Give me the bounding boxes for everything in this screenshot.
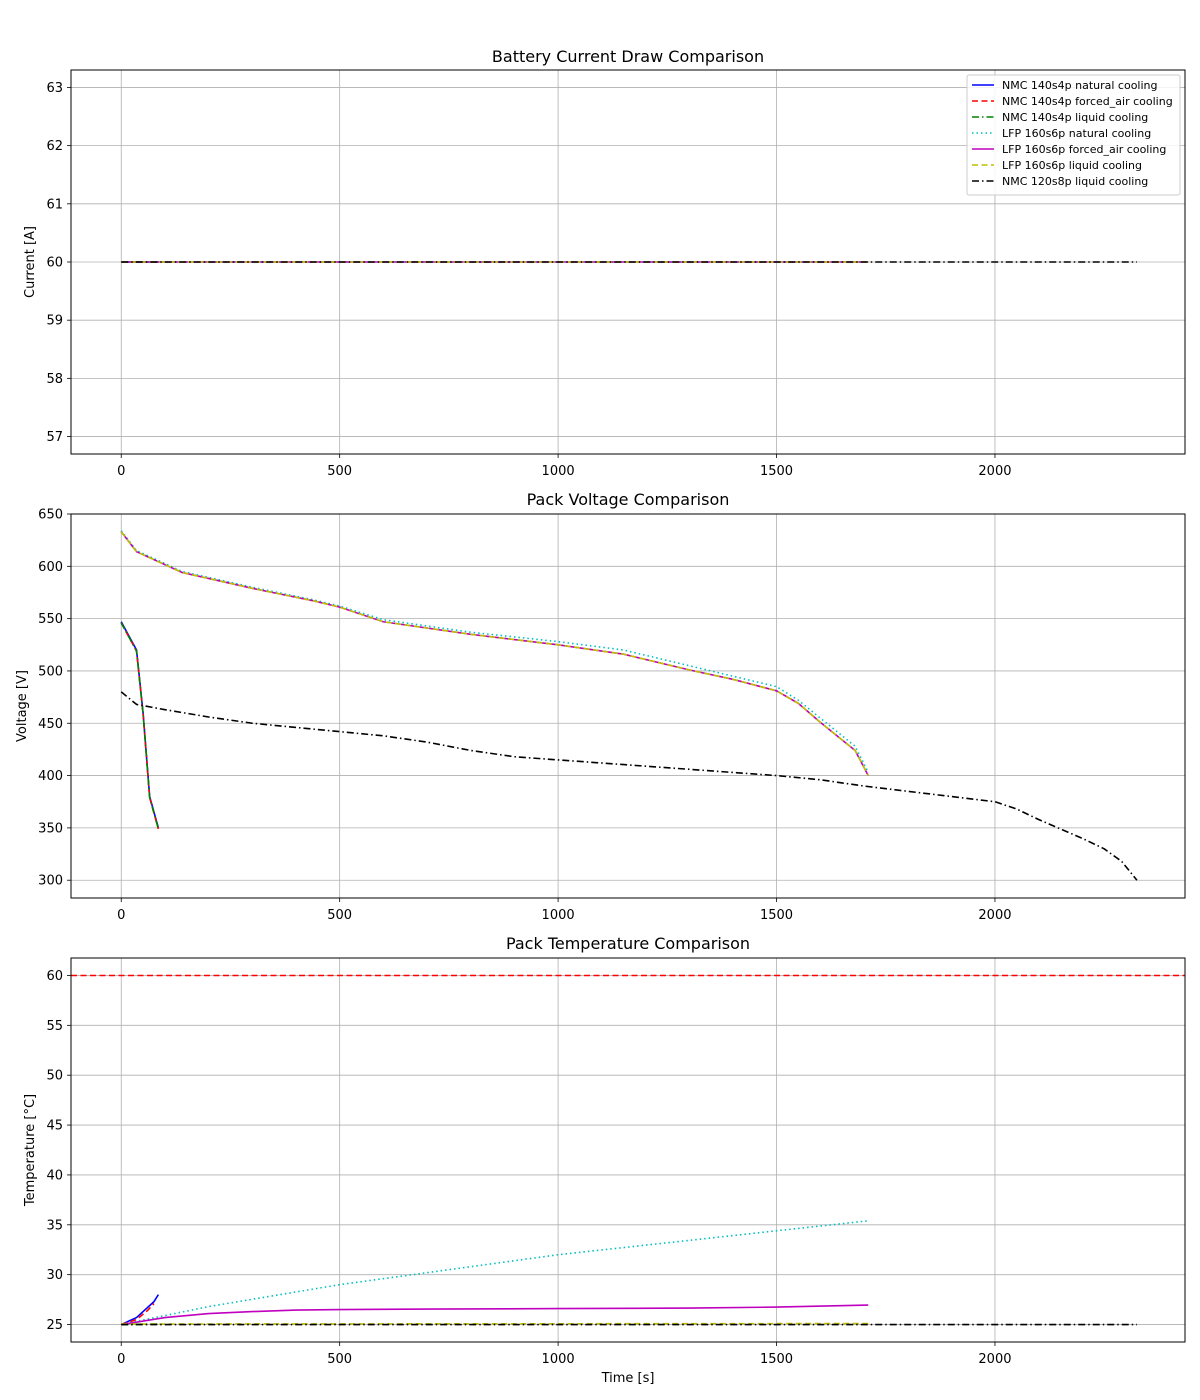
current-chart-y-ticks: 57 58 59 60 61 62 63 [46, 81, 71, 445]
y-tick-label: 55 [46, 1019, 63, 1034]
legend-box [966, 74, 1181, 196]
x-tick-label: 1000 [542, 464, 575, 479]
y-tick-label: 57 [46, 430, 63, 445]
current-chart-grid [71, 70, 1185, 454]
temperature-chart-x-ticks: 0 500 1000 1500 2000 [117, 1342, 1012, 1367]
y-tick-label: 60 [46, 256, 63, 271]
y-tick-label: 50 [46, 1069, 63, 1084]
y-tick-label: 59 [46, 314, 63, 329]
y-tick-label: 63 [46, 81, 63, 96]
x-tick-label: 1000 [542, 908, 575, 923]
y-tick-label: 40 [46, 1168, 63, 1183]
voltage-line-nmc-120s8p-liquid-cooling [120, 691, 1138, 881]
x-tick-label: 0 [117, 1352, 125, 1367]
voltage-chart-title: Pack Voltage Comparison [527, 490, 730, 509]
x-tick-label: 0 [117, 464, 125, 479]
legend-label: LFP 160s6p forced_air cooling [1002, 143, 1166, 156]
voltage-chart-axes-frame [70, 513, 1186, 899]
temperature-chart-series-lines [120, 1220, 1137, 1326]
x-tick-label: 1500 [760, 1352, 793, 1367]
voltage-chart-x-ticks: 0 500 1000 1500 2000 [117, 898, 1012, 923]
temperature-chart-axes-frame [70, 957, 1186, 1343]
voltage-line-lfp-160s6p-liquid-cooling [120, 531, 869, 776]
y-tick-label: 58 [46, 372, 63, 387]
y-tick-label: 450 [38, 717, 63, 732]
temperature-chart-title: Pack Temperature Comparison [506, 934, 750, 953]
temperature-line-lfp-160s6p-forced-air-cooling [121, 1304, 869, 1326]
x-tick-label: 1500 [760, 908, 793, 923]
voltage-line-lfp-160s6p-natural-cooling [120, 530, 869, 773]
voltage-chart-y-ticks: 300 350 400 450 500 550 600 650 [38, 508, 71, 889]
y-tick-label: 500 [38, 664, 63, 679]
temperature-chart-xlabel: Time [s] [601, 1371, 655, 1386]
current-chart-panel: Battery Current Draw Comparison Current … [23, 47, 1186, 479]
y-tick-label: 62 [46, 139, 63, 154]
x-tick-label: 500 [327, 1352, 352, 1367]
legend-label: NMC 140s4p forced_air cooling [1002, 95, 1173, 108]
temperature-line-nmc-140s4p-forced-air-cooling [120, 1303, 155, 1326]
y-tick-label: 650 [38, 508, 63, 523]
x-tick-label: 500 [327, 908, 352, 923]
voltage-chart-ylabel: Voltage [V] [15, 670, 30, 742]
voltage-chart-series-lines [120, 530, 1138, 881]
y-tick-label: 300 [38, 874, 63, 889]
x-tick-label: 2000 [978, 1352, 1011, 1367]
y-tick-label: 61 [46, 197, 63, 212]
legend-label: LFP 160s6p natural cooling [1002, 127, 1151, 140]
y-tick-label: 400 [38, 769, 63, 784]
temperature-line-nmc-140s4p-natural-cooling [120, 1294, 160, 1326]
current-chart-x-ticks: 0 500 1000 1500 2000 [117, 454, 1012, 479]
y-tick-label: 600 [38, 560, 63, 575]
y-tick-label: 550 [38, 612, 63, 627]
voltage-chart-panel: Pack Voltage Comparison Voltage [V] 0 500… [15, 490, 1186, 923]
temperature-chart-panel: Pack Temperature Comparison Temperature … [23, 934, 1186, 1386]
y-tick-label: 60 [46, 969, 63, 984]
x-tick-label: 1000 [542, 1352, 575, 1367]
current-chart-title: Battery Current Draw Comparison [492, 47, 764, 66]
voltage-line-nmc-140s4p-liquid-cooling [120, 622, 160, 830]
y-tick-label: 25 [46, 1318, 63, 1333]
x-tick-label: 500 [327, 464, 352, 479]
legend-label: NMC 140s4p liquid cooling [1002, 111, 1148, 124]
y-tick-label: 45 [46, 1119, 63, 1134]
legend-label: NMC 140s4p natural cooling [1002, 79, 1158, 92]
current-chart-ylabel: Current [A] [23, 226, 38, 298]
legend: NMC 140s4p natural cooling NMC 140s4p for… [966, 74, 1181, 196]
legend-label: NMC 120s8p liquid cooling [1002, 175, 1148, 188]
y-tick-label: 350 [38, 821, 63, 836]
y-tick-label: 30 [46, 1268, 63, 1283]
x-tick-label: 2000 [978, 464, 1011, 479]
temperature-chart-y-ticks: 25 30 35 40 45 50 55 60 [46, 969, 71, 1333]
temperature-chart-ylabel: Temperature [°C] [23, 1094, 38, 1207]
x-tick-label: 0 [117, 908, 125, 923]
x-tick-label: 2000 [978, 908, 1011, 923]
x-tick-label: 1500 [760, 464, 793, 479]
y-tick-label: 35 [46, 1218, 63, 1233]
legend-label: LFP 160s6p liquid cooling [1002, 159, 1142, 172]
